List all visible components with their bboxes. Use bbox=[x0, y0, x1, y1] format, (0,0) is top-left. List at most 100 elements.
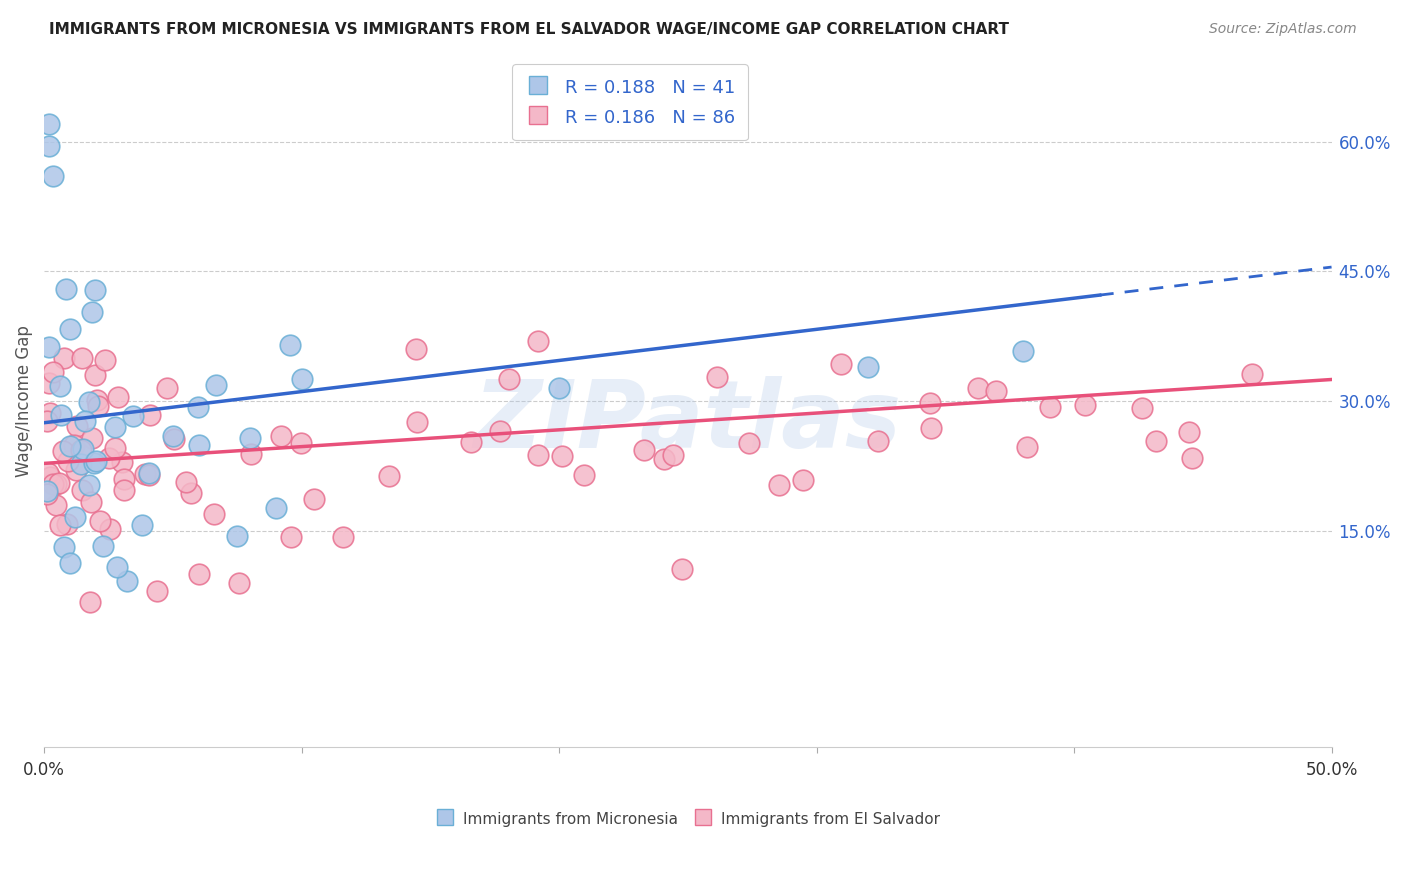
Point bbox=[63, 509, 86, 524]
Point bbox=[48, 378, 70, 392]
Point bbox=[37, 487, 59, 501]
Point bbox=[98, 522, 121, 536]
Point bbox=[104, 441, 127, 455]
Point bbox=[188, 567, 211, 582]
Point bbox=[134, 467, 156, 482]
Point bbox=[41, 477, 63, 491]
Point bbox=[59, 556, 82, 570]
Point bbox=[1132, 401, 1154, 415]
Point bbox=[146, 584, 169, 599]
Text: Source: ZipAtlas.com: Source: ZipAtlas.com bbox=[1209, 22, 1357, 37]
Point bbox=[406, 415, 429, 429]
Point bbox=[527, 334, 550, 348]
Point bbox=[1011, 344, 1033, 359]
Point bbox=[87, 399, 110, 413]
Point bbox=[174, 475, 197, 489]
Y-axis label: Wage/Income Gap: Wage/Income Gap bbox=[15, 326, 32, 477]
Point bbox=[139, 408, 162, 422]
Point bbox=[738, 435, 761, 450]
Point bbox=[633, 442, 655, 457]
Point bbox=[156, 381, 179, 395]
Point bbox=[332, 530, 354, 544]
Text: IMMIGRANTS FROM MICRONESIA VS IMMIGRANTS FROM EL SALVADOR WAGE/INCOME GAP CORREL: IMMIGRANTS FROM MICRONESIA VS IMMIGRANTS… bbox=[49, 22, 1010, 37]
Point bbox=[49, 517, 72, 532]
Point bbox=[572, 467, 595, 482]
Point bbox=[52, 443, 75, 458]
Point bbox=[920, 396, 942, 410]
Point bbox=[38, 376, 60, 391]
Point bbox=[202, 508, 225, 522]
Point bbox=[59, 322, 82, 336]
Point bbox=[131, 517, 153, 532]
Point bbox=[82, 431, 104, 445]
Point bbox=[39, 407, 62, 421]
Point bbox=[984, 384, 1007, 398]
Point bbox=[77, 478, 100, 492]
Point bbox=[280, 530, 302, 544]
Point bbox=[548, 381, 571, 395]
Point bbox=[1240, 367, 1263, 381]
Point bbox=[37, 413, 59, 427]
Point bbox=[53, 540, 76, 554]
Legend: Immigrants from Micronesia, Immigrants from El Salvador: Immigrants from Micronesia, Immigrants f… bbox=[430, 805, 946, 833]
Point bbox=[38, 139, 60, 153]
Point bbox=[187, 438, 209, 452]
Point bbox=[671, 562, 693, 576]
Point bbox=[1144, 434, 1167, 449]
Point bbox=[42, 169, 65, 184]
Point bbox=[652, 451, 675, 466]
Point bbox=[97, 450, 120, 465]
Point bbox=[94, 352, 117, 367]
Point bbox=[768, 478, 790, 492]
Point bbox=[405, 343, 427, 357]
Point bbox=[138, 468, 160, 483]
Point bbox=[550, 449, 572, 463]
Point bbox=[91, 539, 114, 553]
Point bbox=[187, 400, 209, 414]
Point bbox=[105, 560, 128, 574]
Point bbox=[86, 393, 108, 408]
Point bbox=[89, 515, 111, 529]
Point bbox=[58, 453, 80, 467]
Point bbox=[84, 283, 107, 297]
Point bbox=[1015, 440, 1038, 454]
Point bbox=[79, 595, 101, 609]
Point bbox=[239, 447, 262, 461]
Point bbox=[239, 431, 262, 445]
Point bbox=[162, 428, 184, 442]
Point bbox=[66, 419, 89, 434]
Point bbox=[228, 575, 250, 590]
Point bbox=[1181, 451, 1204, 466]
Point bbox=[38, 117, 60, 131]
Point bbox=[112, 473, 135, 487]
Point bbox=[59, 439, 82, 453]
Point bbox=[706, 370, 728, 384]
Point bbox=[527, 448, 550, 462]
Point bbox=[226, 529, 249, 543]
Point bbox=[56, 517, 79, 532]
Point bbox=[35, 483, 58, 498]
Point bbox=[291, 372, 314, 386]
Point bbox=[270, 429, 292, 443]
Point bbox=[84, 368, 107, 383]
Point bbox=[70, 457, 93, 471]
Point bbox=[138, 466, 160, 480]
Point bbox=[290, 436, 312, 450]
Point bbox=[792, 473, 814, 487]
Point bbox=[55, 282, 77, 296]
Point bbox=[830, 357, 852, 371]
Point bbox=[498, 372, 520, 386]
Point bbox=[180, 486, 202, 500]
Point bbox=[488, 424, 510, 438]
Point bbox=[45, 476, 67, 491]
Point bbox=[65, 463, 87, 477]
Point bbox=[80, 495, 103, 509]
Point bbox=[70, 483, 93, 497]
Point bbox=[378, 469, 401, 483]
Point bbox=[62, 438, 84, 452]
Point bbox=[83, 456, 105, 470]
Point bbox=[866, 434, 889, 449]
Point bbox=[1178, 425, 1201, 439]
Point bbox=[122, 409, 145, 424]
Point bbox=[264, 500, 287, 515]
